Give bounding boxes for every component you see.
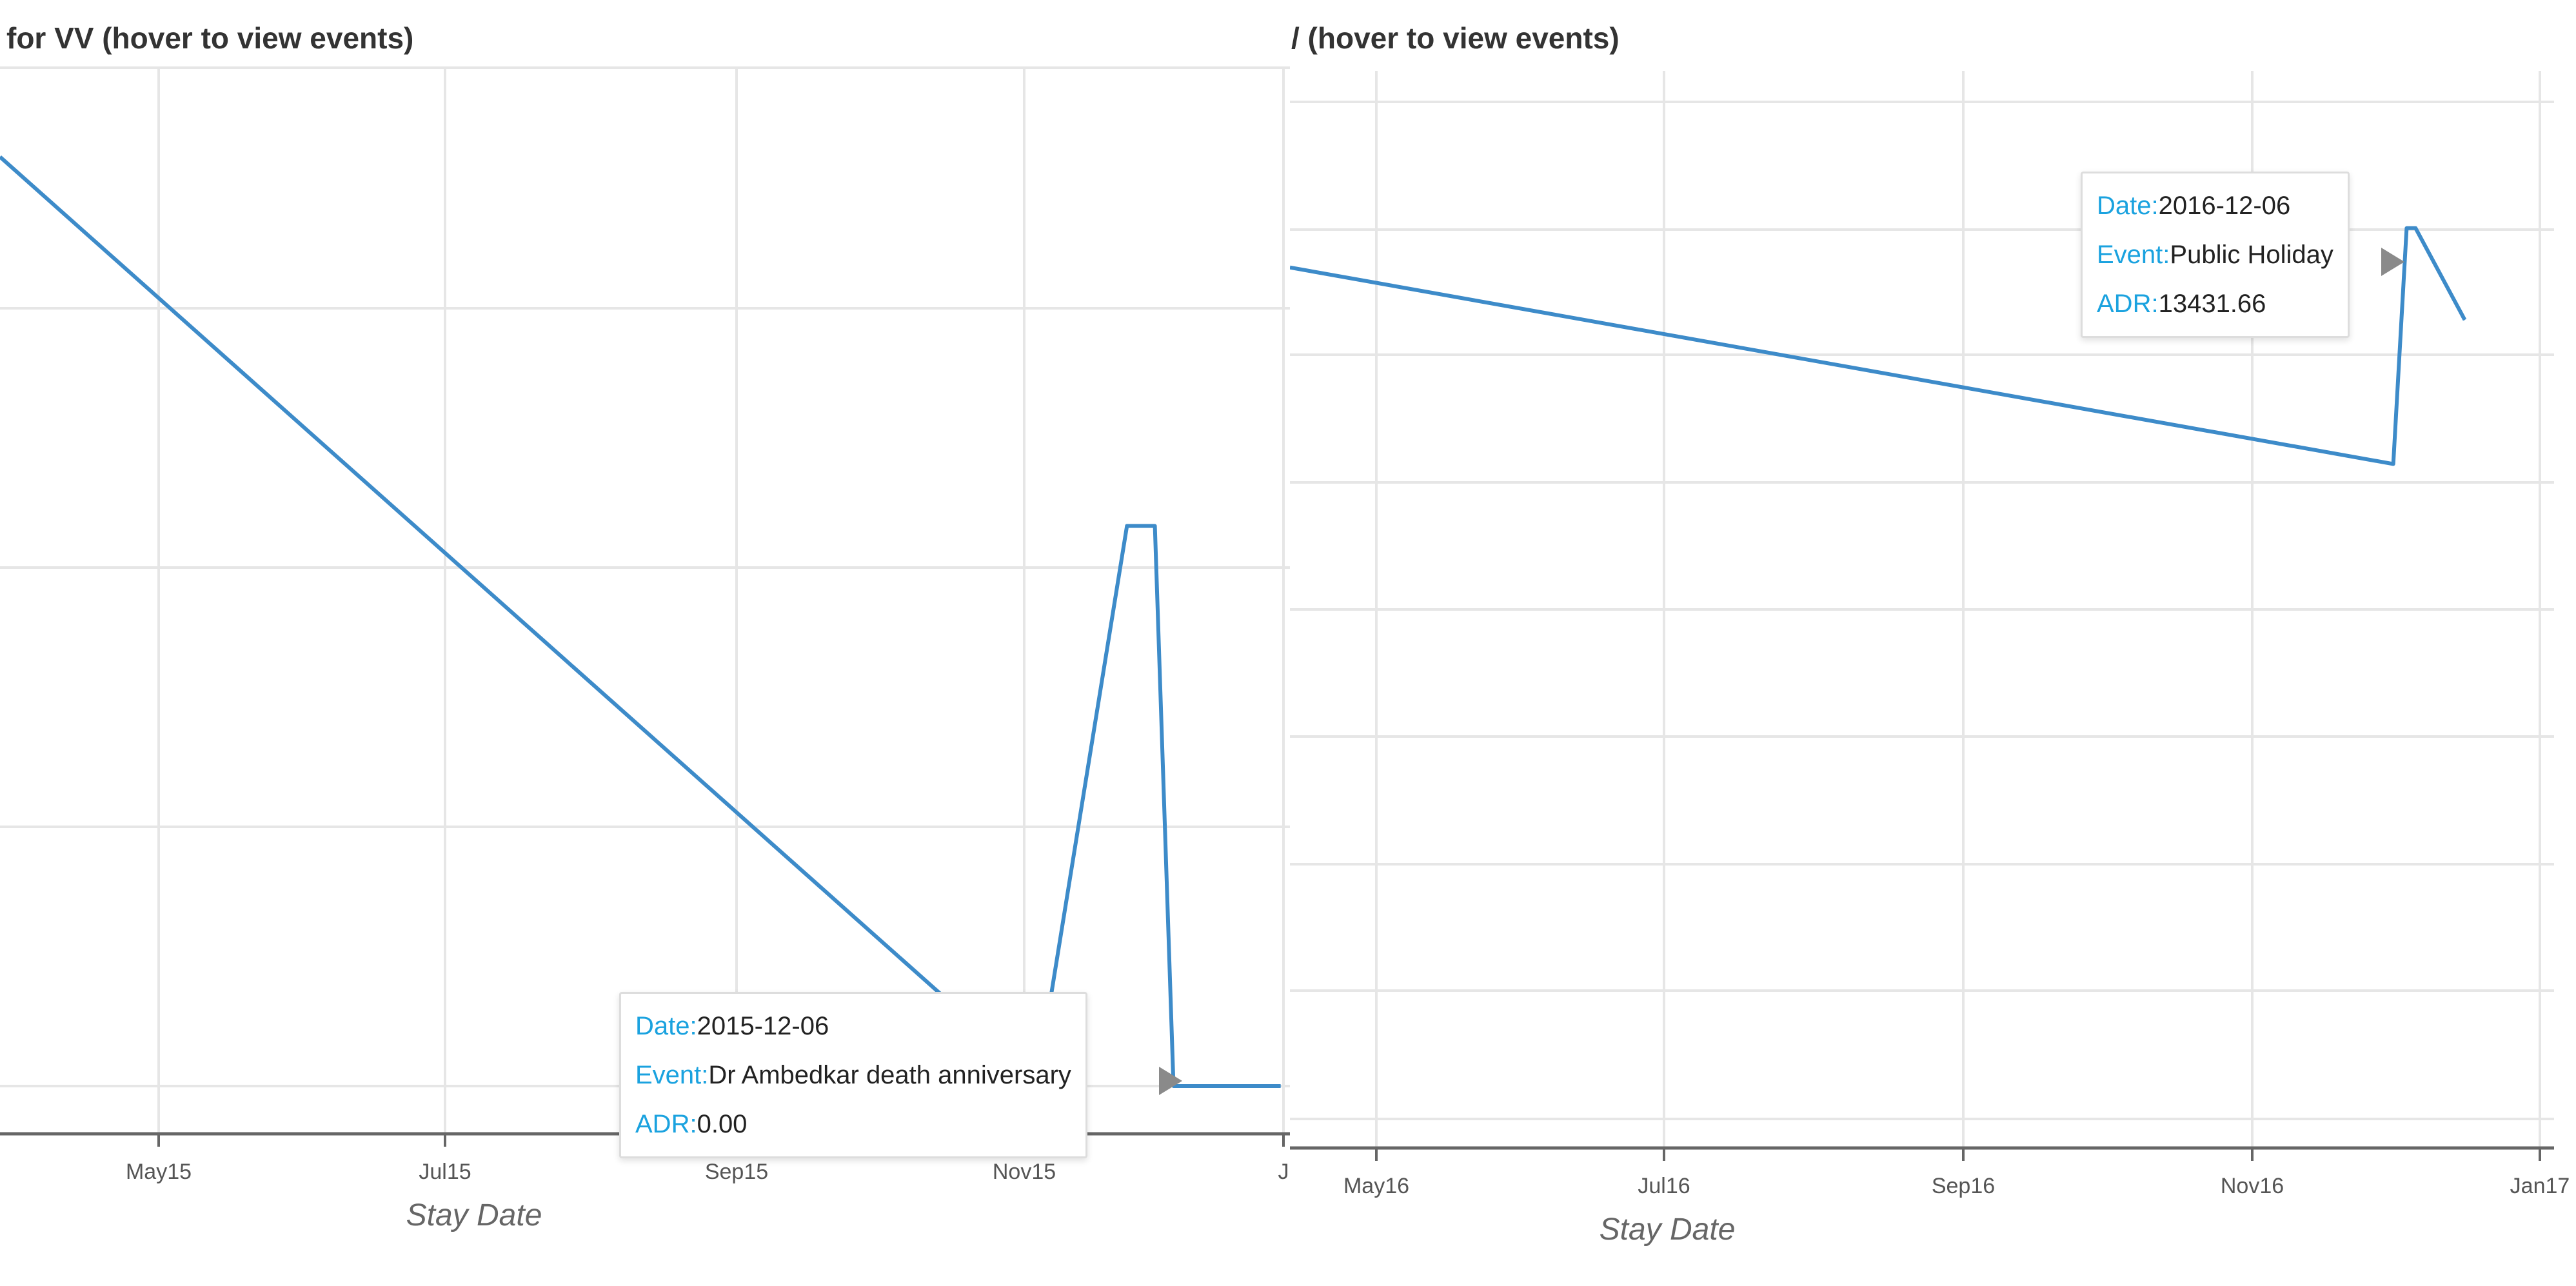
- data-point: [2464, 319, 2465, 321]
- tooltip-pointer-icon: [2381, 248, 2404, 276]
- tooltip-event-value: Public Holiday: [2170, 241, 2333, 269]
- tooltip-event-label: Event:: [2097, 241, 2170, 269]
- tooltip-event-row: Event:Public Holiday: [2097, 230, 2333, 279]
- tooltip-event-value: Dr Ambedkar death anniversary: [708, 1061, 1071, 1089]
- x-tick-label: May15: [126, 1160, 192, 1184]
- tooltip-adr-value: 13431.66: [2158, 290, 2266, 318]
- chart-panel-right: May16 Jul16 Sep16 Nov16 Jan17 Stay Date / (ho…: [1290, 0, 2576, 1286]
- x-tick-label: J: [1278, 1160, 1289, 1184]
- tooltip-pointer-icon: [1159, 1067, 1182, 1095]
- x-tick-label: Jul16: [1638, 1174, 1690, 1198]
- x-tick-label: Jan17: [2510, 1174, 2570, 1198]
- x-tick-label: May16: [1343, 1174, 1409, 1198]
- chart-panel-left: May15 Jul15 Sep15 Nov15 J Stay Date for VV (h…: [0, 21, 1290, 1232]
- tooltip-adr-value: 0.00: [697, 1110, 748, 1138]
- line-chart-right[interactable]: May16 Jul16 Sep16 Nov16 Jan17 Stay Date: [1290, 0, 2576, 1286]
- x-tick-label: Nov15: [993, 1160, 1056, 1184]
- tooltip-adr-label: ADR:: [2097, 290, 2159, 318]
- tooltip-adr-row: ADR:13431.66: [2097, 279, 2333, 328]
- x-tick-label: Sep15: [705, 1160, 768, 1184]
- event-tooltip: Date:2016-12-06 Event:Public Holiday ADR…: [2081, 172, 2350, 338]
- tooltip-date-value: 2015-12-06: [697, 1012, 829, 1040]
- event-tooltip: Date:2015-12-06 Event:Dr Ambedkar death …: [619, 992, 1087, 1158]
- data-point: [1280, 1085, 1282, 1087]
- series-line: [0, 155, 1281, 1088]
- chart-title: / (hover to view events): [1291, 21, 1620, 55]
- x-axis-title: Stay Date: [406, 1198, 542, 1232]
- x-tick-label: Sep16: [1932, 1174, 1995, 1198]
- tooltip-adr-label: ADR:: [635, 1110, 697, 1138]
- tooltip-adr-row: ADR:0.00: [635, 1100, 1071, 1149]
- x-tick-label: Nov16: [2221, 1174, 2284, 1198]
- tooltip-event-label: Event:: [635, 1061, 709, 1089]
- x-tick-label: Jul15: [419, 1160, 471, 1184]
- tooltip-date-label: Date:: [635, 1012, 697, 1040]
- data-point: [1290, 267, 1291, 268]
- tooltip-date-row: Date:2015-12-06: [635, 1002, 1071, 1051]
- chart-title: for VV (hover to view events): [6, 21, 414, 55]
- tooltip-event-row: Event:Dr Ambedkar death anniversary: [635, 1051, 1071, 1100]
- tooltip-date-row: Date:2016-12-06: [2097, 181, 2333, 230]
- x-axis-title: Stay Date: [1600, 1212, 1736, 1247]
- tooltip-date-label: Date:: [2097, 192, 2159, 220]
- tooltip-date-value: 2016-12-06: [2158, 192, 2291, 220]
